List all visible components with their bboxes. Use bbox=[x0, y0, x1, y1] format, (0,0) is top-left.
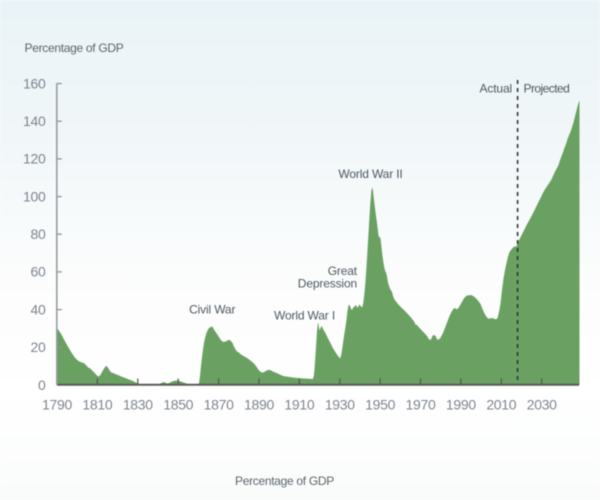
svg-text:Depression: Depression bbox=[298, 277, 357, 291]
svg-text:Percentage of GDP: Percentage of GDP bbox=[25, 41, 124, 55]
svg-text:120: 120 bbox=[23, 151, 46, 167]
svg-text:1950: 1950 bbox=[365, 397, 395, 413]
svg-text:1990: 1990 bbox=[446, 397, 476, 413]
svg-text:40: 40 bbox=[31, 301, 46, 317]
svg-text:Projected: Projected bbox=[524, 82, 570, 96]
svg-text:World War I: World War I bbox=[274, 309, 335, 323]
svg-text:2010: 2010 bbox=[486, 397, 516, 413]
svg-text:1790: 1790 bbox=[42, 397, 72, 413]
svg-text:1890: 1890 bbox=[244, 397, 274, 413]
svg-text:1830: 1830 bbox=[123, 397, 153, 413]
svg-text:0: 0 bbox=[38, 377, 46, 393]
svg-text:1850: 1850 bbox=[163, 397, 193, 413]
svg-text:100: 100 bbox=[23, 188, 46, 204]
svg-text:20: 20 bbox=[31, 339, 46, 355]
svg-text:World War II: World War II bbox=[338, 167, 402, 181]
svg-text:1930: 1930 bbox=[325, 397, 355, 413]
svg-text:1810: 1810 bbox=[82, 397, 112, 413]
svg-text:60: 60 bbox=[31, 264, 46, 280]
svg-text:80: 80 bbox=[31, 226, 46, 242]
svg-text:160: 160 bbox=[23, 75, 46, 91]
svg-text:1870: 1870 bbox=[204, 397, 234, 413]
svg-text:1970: 1970 bbox=[406, 397, 436, 413]
svg-text:2030: 2030 bbox=[527, 397, 557, 413]
svg-text:Civil War: Civil War bbox=[189, 303, 235, 317]
svg-text:1910: 1910 bbox=[284, 397, 314, 413]
svg-text:Percentage of GDP: Percentage of GDP bbox=[235, 474, 334, 488]
svg-text:140: 140 bbox=[23, 113, 46, 129]
svg-text:Actual: Actual bbox=[480, 82, 512, 96]
svg-text:Great: Great bbox=[328, 264, 358, 278]
